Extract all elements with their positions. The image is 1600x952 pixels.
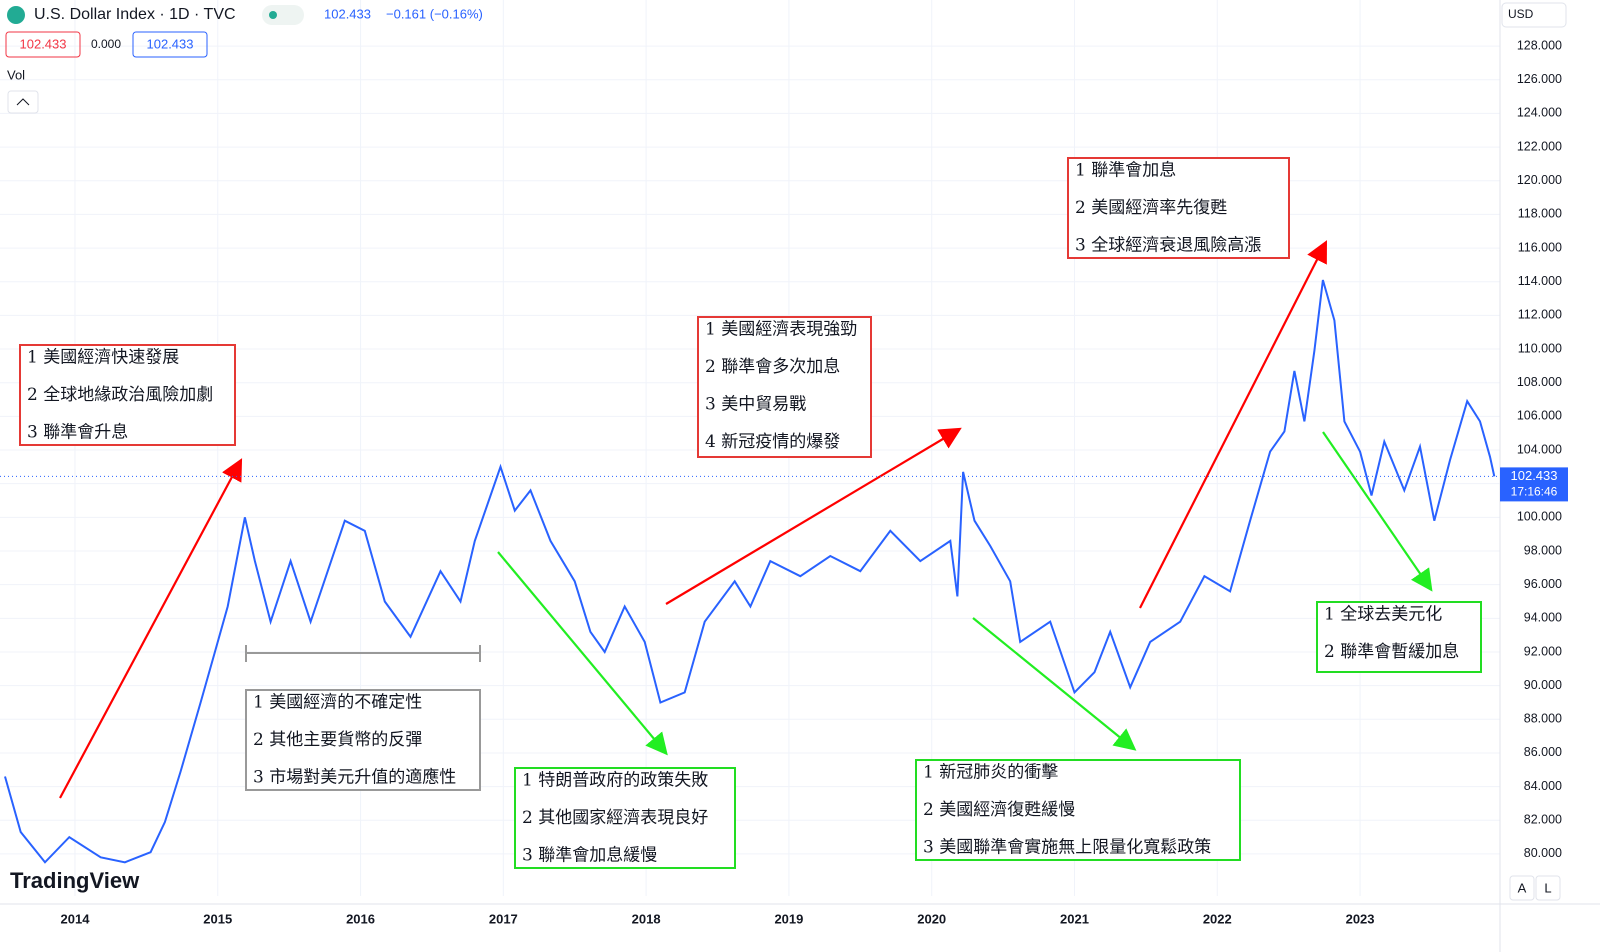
annotation-text: 3 美中貿易戰 — [705, 395, 806, 415]
y-tick-label: 122.000 — [1517, 139, 1562, 153]
y-tick-label: 82.000 — [1524, 813, 1562, 827]
annotation-text: 2 聯準會多次加息 — [705, 357, 840, 377]
x-tick-label: 2020 — [917, 911, 946, 926]
y-tick-label: 98.000 — [1524, 543, 1562, 557]
y-tick-label: 86.000 — [1524, 745, 1562, 759]
x-tick-label: 2023 — [1346, 911, 1375, 926]
y-tick-label: 118.000 — [1518, 207, 1562, 221]
annotation-text: 3 美國聯準會實施無上限量化寬鬆政策 — [923, 837, 1211, 858]
y-tick-label: 94.000 — [1524, 611, 1562, 625]
annotation-text: 3 聯準會升息 — [27, 423, 128, 443]
y-tick-label: 90.000 — [1524, 678, 1562, 692]
symbol[interactable]: U.S. Dollar Index · 1D · TVC — [34, 6, 236, 23]
annotation-text: 1 美國經濟快速發展 — [27, 348, 179, 368]
annotation-text: 1 特朗普政府的政策失敗 — [522, 771, 708, 791]
annotation-text: 1 新冠肺炎的衝擊 — [923, 763, 1058, 783]
y-tick-label: 80.000 — [1524, 846, 1562, 860]
annotation-text: 2 其他國家經濟表現良好 — [522, 808, 708, 828]
annotation-text: 1 美國經濟表現強勁 — [705, 320, 857, 340]
annotation-text: 2 全球地緣政治風險加劇 — [27, 385, 213, 405]
y-tick-label: 126.000 — [1517, 72, 1562, 86]
countdown: 17:16:46 — [1511, 485, 1558, 499]
x-tick-label: 2015 — [203, 911, 232, 926]
y-tick-label: 96.000 — [1524, 577, 1562, 591]
collapse-button[interactable] — [7, 90, 39, 114]
x-tick-label: 2014 — [61, 911, 91, 926]
annotation-text: 3 聯準會加息緩慢 — [522, 845, 657, 866]
annotation-text: 1 聯準會加息 — [1075, 161, 1176, 181]
annotation-text: 3 全球經濟衰退風險高漲 — [1075, 236, 1261, 256]
status — [262, 5, 304, 25]
y-tick-label: 104.000 — [1517, 442, 1562, 456]
buy[interactable]: 102.433 — [147, 36, 194, 51]
x-tick-label: 2017 — [489, 911, 518, 926]
annotation-box — [514, 767, 736, 869]
price-line — [4, 279, 1496, 864]
annotation-box — [1067, 157, 1290, 259]
buy-button[interactable] — [132, 31, 208, 58]
y-tick-label: 124.000 — [1517, 106, 1562, 120]
last-price-label: 102.433 — [1511, 468, 1558, 483]
x-tick-label: 2021 — [1060, 911, 1089, 926]
annotation-text: 2 聯準會暫緩加息 — [1324, 642, 1459, 662]
vol: Vol — [7, 67, 25, 82]
y-tick-label: 120.000 — [1517, 173, 1562, 187]
annotation-text: 1 全球去美元化 — [1324, 605, 1442, 625]
y-tick-label: 128.000 — [1517, 38, 1562, 52]
y-tick-label: 106.000 — [1517, 409, 1562, 423]
annotation-text: 1 美國經濟的不確定性 — [253, 693, 422, 713]
x-tick-label: 2018 — [632, 911, 661, 926]
annotation-box — [19, 344, 236, 446]
log-button[interactable] — [1535, 875, 1561, 901]
y-tick-label: 100.000 — [1517, 510, 1562, 524]
y-tick-label: 92.000 — [1524, 644, 1562, 658]
log[interactable]: L — [1544, 880, 1551, 895]
last-price-tag — [1500, 467, 1568, 502]
x-tick-label: 2022 — [1203, 911, 1232, 926]
y-tick-label: 88.000 — [1524, 712, 1562, 726]
x-tick-label: 2019 — [774, 911, 803, 926]
x-tick-label: 2016 — [346, 911, 375, 926]
currency-button[interactable] — [1501, 2, 1567, 28]
arrows — [59, 240, 1433, 799]
auto-button[interactable] — [1509, 875, 1535, 901]
annotation-box — [245, 689, 481, 791]
y-tick-label: 108.000 — [1517, 375, 1562, 389]
annotation-text: 2 美國經濟率先復甦 — [1075, 198, 1227, 218]
sell-button[interactable] — [5, 31, 81, 58]
symbol-icon — [7, 6, 25, 24]
collapse-icon — [16, 98, 30, 106]
annotation-text: 2 美國經濟復甦緩慢 — [923, 799, 1075, 820]
y-tick-label: 84.000 — [1524, 779, 1562, 793]
sell[interactable]: 102.433 — [20, 36, 67, 51]
annotation-box — [1316, 601, 1482, 673]
y-tick-label: 110.000 — [1518, 341, 1562, 355]
annotation-text: 3 市場對美元升值的適應性 — [253, 767, 456, 788]
annotation-box — [915, 759, 1241, 861]
annotation-text: 4 新冠疫情的爆發 — [705, 432, 840, 452]
change: −0.161 (−0.16%) — [386, 6, 483, 21]
y-tick-label: 112.000 — [1518, 308, 1562, 322]
auto[interactable]: A — [1518, 880, 1527, 895]
status-dot — [269, 11, 277, 19]
spread: 0.000 — [91, 37, 121, 51]
currency[interactable]: USD — [1508, 7, 1534, 21]
annotation-text: 2 其他主要貨幣的反彈 — [253, 730, 422, 750]
y-tick-label: 116.000 — [1518, 240, 1562, 254]
y-tick-label: 114.000 — [1518, 274, 1562, 288]
price: 102.433 — [324, 6, 371, 21]
annotation-box — [697, 316, 872, 458]
brand: TradingView — [10, 868, 140, 893]
